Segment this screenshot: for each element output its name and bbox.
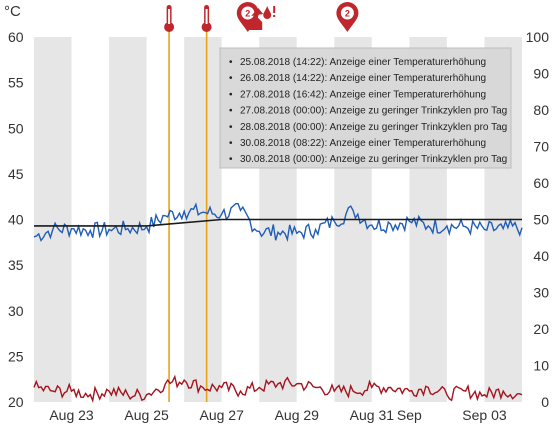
unit-label-left: °C xyxy=(4,3,21,20)
x-tick-label: Sep 03 xyxy=(462,407,507,423)
x-tick-label: Aug 23 xyxy=(49,407,94,423)
y-left-tick-label: 40 xyxy=(8,212,24,228)
x-tick-label: Sep xyxy=(397,407,422,423)
y-right-tick-label: 100 xyxy=(526,29,550,45)
map-pin-icon[interactable]: 2 xyxy=(236,2,259,32)
pin-dot xyxy=(340,6,354,20)
thermometer-bulb xyxy=(201,22,212,32)
map-pin-icon[interactable]: 2 xyxy=(336,2,359,32)
legend-bullet: • xyxy=(229,122,233,133)
legend-bullet: • xyxy=(229,154,233,165)
legend-item: 25.08.2018 (14:22): Anzeige einer Temper… xyxy=(240,57,486,68)
y-right-tick-label: 60 xyxy=(533,175,549,191)
y-left-tick-label: 50 xyxy=(8,120,24,136)
legend-item: 26.08.2018 (14:22): Anzeige einer Temper… xyxy=(240,73,486,84)
y-right-tick-label: 0 xyxy=(541,394,549,410)
drink-drop xyxy=(263,6,272,19)
drink-trough xyxy=(249,16,263,30)
alert-bar xyxy=(273,6,276,13)
event-lines xyxy=(168,30,208,402)
y-right-tick-label: 70 xyxy=(533,139,549,155)
legend-bullet: • xyxy=(229,138,233,149)
y-right-tick-label: 10 xyxy=(533,358,549,374)
drink-alert-icon[interactable] xyxy=(249,6,276,30)
y-left-tick-label: 20 xyxy=(8,394,24,410)
y-right-tick-label: 40 xyxy=(533,248,549,264)
marker-count: 2 xyxy=(345,8,350,18)
y-right-tick-label: 30 xyxy=(533,285,549,301)
y-left-tick-label: 35 xyxy=(8,257,24,273)
alert-dot xyxy=(273,15,276,17)
y-right-tick-label: 80 xyxy=(533,102,549,118)
day-band xyxy=(146,37,185,402)
y-axis-right: 0 10 20 30 40 50 60 70 80 90 100 xyxy=(526,29,550,410)
thermometer-mercury xyxy=(205,9,208,24)
day-band xyxy=(71,37,110,402)
series-line-1 xyxy=(34,218,522,227)
y-right-tick-label: 50 xyxy=(533,212,549,228)
y-left-tick-label: 30 xyxy=(8,303,24,319)
legend-bullet: • xyxy=(229,73,233,84)
x-tick-label: Aug 31 xyxy=(350,407,395,423)
legend-item: 28.08.2018 (00:00): Anzeige zu geringer … xyxy=(240,122,507,133)
y-right-tick-label: 90 xyxy=(533,66,549,82)
y-right-tick-label: 20 xyxy=(533,321,549,337)
thermometer-bulb xyxy=(164,22,175,32)
legend-item: 27.08.2018 (16:42): Anzeige einer Temper… xyxy=(240,89,486,100)
series-layer xyxy=(33,202,523,403)
x-axis: Aug 23 Aug 25 Aug 27 Aug 29 Aug 31 Sep Sep 03 xyxy=(49,407,507,423)
y-left-tick-label: 60 xyxy=(8,29,24,45)
marker-count: 2 xyxy=(245,8,250,18)
legend-item: 27.08.2018 (00:00): Anzeige zu geringer … xyxy=(240,106,507,117)
day-band xyxy=(34,37,72,402)
thermometer-icon[interactable] xyxy=(164,5,175,32)
drink-head xyxy=(251,8,264,16)
pin-dot xyxy=(241,6,255,20)
y-left-tick-label: 25 xyxy=(8,348,24,364)
series-line-2 xyxy=(33,374,523,403)
legend-bullet: • xyxy=(229,106,233,117)
x-tick-label: Aug 27 xyxy=(200,407,245,423)
y-axis-left: 20 25 30 35 40 45 50 55 60 xyxy=(8,29,24,410)
thermometer-icon[interactable] xyxy=(201,5,212,32)
series-line-0 xyxy=(33,202,523,243)
legend-item: 30.08.2018 (00:00): Anzeige zu geringer … xyxy=(240,154,507,165)
legend-box xyxy=(219,47,512,169)
x-tick-label: Aug 29 xyxy=(275,407,320,423)
legend-bullet: • xyxy=(229,57,233,68)
y-left-tick-label: 55 xyxy=(8,75,24,91)
x-tick-label: Aug 25 xyxy=(124,407,169,423)
thermometer-mercury xyxy=(168,9,171,24)
y-left-tick-label: 45 xyxy=(8,166,24,182)
legend-item: 30.08.2018 (08:22): Anzeige einer Temper… xyxy=(240,138,486,149)
day-band xyxy=(109,37,147,402)
legend: • 25.08.2018 (14:22): Anzeige einer Tempe… xyxy=(219,47,512,169)
legend-bullet: • xyxy=(229,89,233,100)
